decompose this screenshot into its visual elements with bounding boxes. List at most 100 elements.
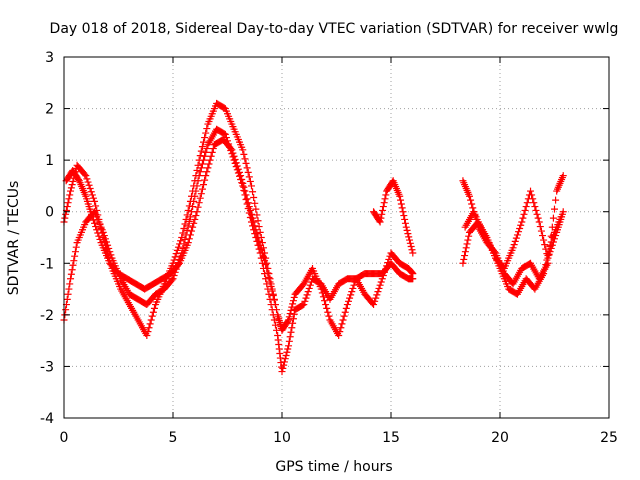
data-point bbox=[253, 211, 261, 219]
data-point bbox=[95, 232, 103, 240]
data-point bbox=[100, 237, 108, 245]
data-point bbox=[372, 294, 380, 302]
data-point bbox=[66, 280, 74, 288]
data-point bbox=[252, 226, 260, 234]
data-point bbox=[267, 282, 275, 290]
data-point bbox=[195, 199, 203, 207]
data-point bbox=[382, 191, 390, 199]
data-point bbox=[241, 187, 249, 195]
data-point bbox=[305, 284, 313, 292]
data-point bbox=[288, 324, 296, 332]
data-point bbox=[185, 202, 193, 210]
data-point bbox=[552, 196, 560, 204]
data-point bbox=[383, 262, 391, 270]
data-point bbox=[398, 204, 406, 212]
data-point bbox=[241, 155, 249, 163]
data-point bbox=[229, 149, 237, 157]
data-point bbox=[284, 345, 292, 353]
data-point bbox=[93, 226, 101, 234]
data-point bbox=[65, 285, 73, 293]
data-point bbox=[250, 218, 258, 226]
data-points bbox=[60, 99, 567, 376]
data-point bbox=[306, 281, 314, 289]
data-point bbox=[278, 368, 286, 376]
data-point bbox=[400, 212, 408, 220]
data-point bbox=[264, 269, 272, 277]
data-point bbox=[202, 129, 210, 137]
data-point bbox=[190, 219, 198, 227]
data-point bbox=[74, 175, 82, 183]
data-point bbox=[319, 293, 327, 301]
data-point bbox=[288, 303, 296, 311]
y-tick-label: -1 bbox=[40, 256, 54, 272]
data-point bbox=[249, 214, 257, 222]
data-point bbox=[377, 278, 385, 286]
data-point bbox=[403, 226, 411, 234]
data-point bbox=[246, 177, 254, 185]
data-point bbox=[539, 232, 547, 240]
data-point bbox=[96, 220, 104, 228]
data-point bbox=[377, 214, 385, 222]
data-point bbox=[70, 257, 78, 265]
data-point bbox=[299, 301, 307, 309]
data-point bbox=[239, 179, 247, 187]
data-point bbox=[220, 130, 228, 138]
data-point bbox=[251, 199, 259, 207]
data-point bbox=[408, 246, 416, 254]
x-tick-label: 5 bbox=[169, 430, 178, 446]
data-point bbox=[528, 191, 536, 199]
data-point bbox=[463, 240, 471, 248]
x-tick-label: 25 bbox=[600, 430, 618, 446]
data-point bbox=[509, 244, 517, 252]
data-point bbox=[205, 160, 213, 168]
data-point bbox=[243, 195, 251, 203]
data-point bbox=[88, 191, 96, 199]
series-track-f bbox=[459, 187, 567, 272]
data-point bbox=[378, 275, 386, 283]
data-point bbox=[409, 270, 417, 278]
y-tick-label: -4 bbox=[40, 411, 54, 427]
data-point bbox=[93, 206, 101, 214]
data-point bbox=[178, 234, 186, 241]
data-point bbox=[373, 291, 381, 299]
data-point bbox=[196, 152, 204, 160]
data-point bbox=[536, 223, 544, 231]
data-point bbox=[170, 256, 178, 264]
data-point bbox=[336, 328, 344, 336]
data-point bbox=[371, 297, 379, 305]
data-point bbox=[464, 236, 472, 244]
data-point bbox=[540, 270, 548, 278]
data-point bbox=[515, 228, 523, 236]
data-point bbox=[409, 249, 417, 257]
data-point bbox=[460, 255, 468, 263]
data-point bbox=[144, 328, 152, 336]
data-point bbox=[72, 243, 80, 251]
y-tick-label: -2 bbox=[40, 308, 54, 324]
data-point bbox=[290, 293, 298, 301]
data-point bbox=[401, 219, 409, 227]
data-point bbox=[188, 227, 196, 235]
data-point bbox=[193, 208, 201, 216]
series-track-e bbox=[459, 172, 567, 288]
data-point bbox=[89, 194, 97, 202]
data-point bbox=[145, 324, 153, 332]
data-point bbox=[62, 306, 70, 314]
data-point bbox=[407, 243, 415, 251]
data-point bbox=[203, 125, 211, 133]
data-point bbox=[63, 295, 71, 303]
y-axis-label: SDTVAR / TECUs bbox=[6, 181, 22, 296]
data-point bbox=[300, 301, 308, 309]
data-point bbox=[242, 159, 250, 167]
data-point bbox=[317, 285, 325, 293]
data-point bbox=[192, 212, 200, 220]
data-point bbox=[287, 328, 295, 336]
data-point bbox=[207, 152, 215, 160]
data-point bbox=[202, 172, 210, 180]
data-point bbox=[557, 213, 565, 221]
data-point bbox=[68, 181, 76, 189]
data-point bbox=[169, 275, 177, 283]
data-point bbox=[380, 199, 388, 207]
data-point bbox=[172, 250, 180, 258]
data-point bbox=[265, 273, 273, 281]
data-point bbox=[375, 284, 383, 292]
